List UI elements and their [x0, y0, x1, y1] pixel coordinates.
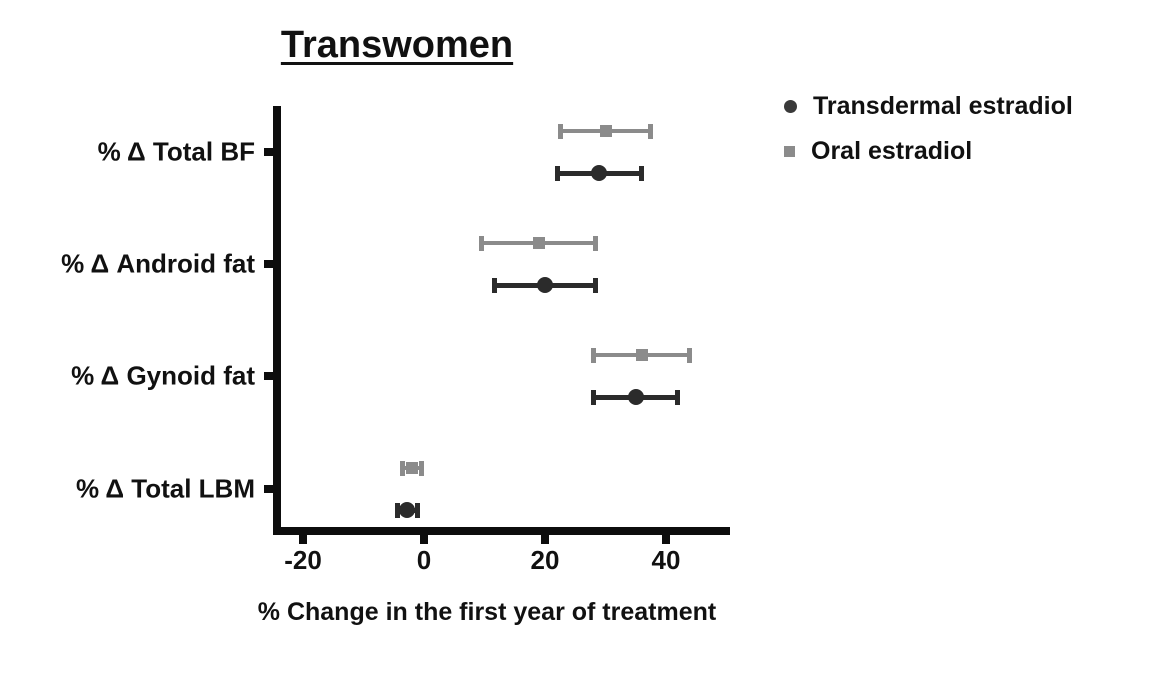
error-bar-cap-right [647, 123, 653, 139]
circle-marker [627, 389, 644, 405]
legend: Transdermal estradiol Oral estradiol [770, 84, 1073, 174]
error-bar-cap-right [687, 347, 693, 363]
legend-label: Oral estradiol [811, 137, 973, 165]
x-tick [420, 535, 428, 544]
error-bar-cap-left [394, 502, 400, 518]
x-axis-title: % Change in the first year of treatment [257, 598, 717, 626]
error-bar-cap-left [479, 235, 485, 251]
y-axis-line [273, 106, 281, 535]
x-tick-label: 40 [651, 545, 681, 575]
x-axis-line [273, 527, 730, 535]
error-bar-cap-left [491, 277, 497, 293]
circle-marker [399, 502, 416, 518]
error-bar-cap-right [593, 235, 599, 251]
y-tick [264, 372, 273, 380]
chart-title: Transwomen [280, 24, 514, 66]
x-tick [541, 535, 549, 544]
category-label: % Δ Total LBM [75, 473, 255, 504]
square-icon [784, 146, 795, 157]
category-label: % Δ Gynoid fat [71, 360, 255, 391]
square-marker [635, 349, 648, 361]
error-bar-cap-right [675, 389, 681, 405]
error-bar-cap-left [591, 347, 597, 363]
error-bar-cap-right [638, 165, 644, 181]
y-tick [264, 148, 273, 156]
error-bar-cap-right [593, 277, 599, 293]
error-bar-cap-left [558, 123, 564, 139]
square-marker [405, 462, 418, 474]
error-bar-cap-left [555, 165, 561, 181]
legend-item-oral: Oral estradiol [770, 129, 1073, 174]
x-tick [299, 535, 307, 544]
y-tick [264, 260, 273, 268]
legend-item-transdermal: Transdermal estradiol [770, 84, 1073, 129]
error-bar-cap-right [418, 460, 424, 476]
error-bar-cap-left [399, 460, 405, 476]
error-bar-cap-right [414, 502, 420, 518]
x-tick-label: 0 [416, 545, 432, 575]
legend-label: Transdermal estradiol [813, 92, 1073, 120]
error-bar-cap-left [591, 389, 597, 405]
category-label: % Δ Android fat [61, 248, 255, 279]
x-tick-label: -20 [284, 545, 322, 575]
circle-icon [784, 100, 797, 113]
x-tick-label: 20 [530, 545, 560, 575]
x-tick [662, 535, 670, 544]
circle-marker [591, 165, 608, 181]
category-label: % Δ Total BF [97, 136, 255, 167]
y-tick [264, 485, 273, 493]
square-marker [532, 237, 545, 249]
circle-marker [537, 277, 553, 293]
square-marker [599, 125, 612, 137]
